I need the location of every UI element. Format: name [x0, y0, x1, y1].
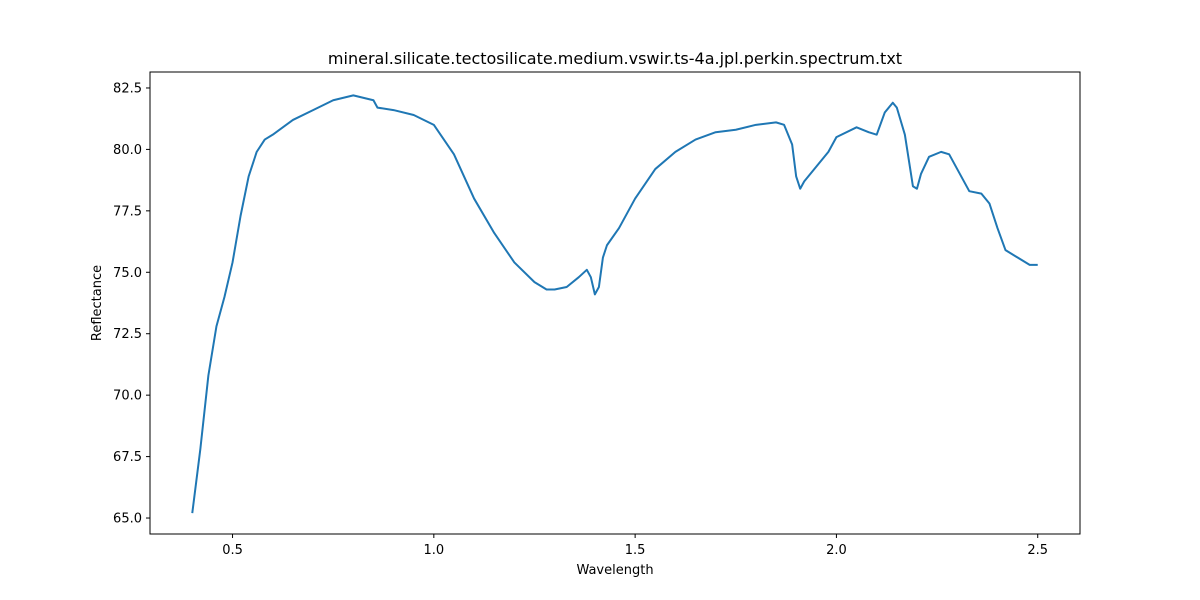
y-tick-label: 77.5: [113, 204, 142, 219]
y-axis: 65.0 67.5 70.0 72.5 75.0 77.5 80.0 82.5: [113, 81, 150, 527]
plot-area: [191, 94, 1038, 514]
y-axis-label: Reflectance: [90, 265, 105, 341]
y-tick-label: 75.0: [113, 266, 142, 281]
x-axis-label: Wavelength: [576, 563, 653, 578]
x-tick-label: 1.5: [625, 543, 646, 558]
x-axis: 0.5 1.0 1.5 2.0 2.5: [222, 534, 1048, 558]
x-tick-label: 0.5: [222, 543, 243, 558]
y-tick-label: 67.5: [113, 450, 142, 465]
series-line-0: [191, 94, 1038, 514]
y-tick-label: 80.0: [113, 143, 142, 158]
y-tick-label: 70.0: [113, 389, 142, 404]
y-tick-label: 65.0: [113, 512, 142, 527]
x-tick-label: 2.5: [1027, 543, 1048, 558]
chart-title: mineral.silicate.tectosilicate.medium.vs…: [328, 49, 902, 68]
y-tick-label: 72.5: [113, 327, 142, 342]
x-tick-label: 1.0: [423, 543, 444, 558]
y-tick-label: 82.5: [113, 81, 142, 96]
x-tick-label: 2.0: [826, 543, 847, 558]
axes-frame: [149, 71, 1081, 535]
